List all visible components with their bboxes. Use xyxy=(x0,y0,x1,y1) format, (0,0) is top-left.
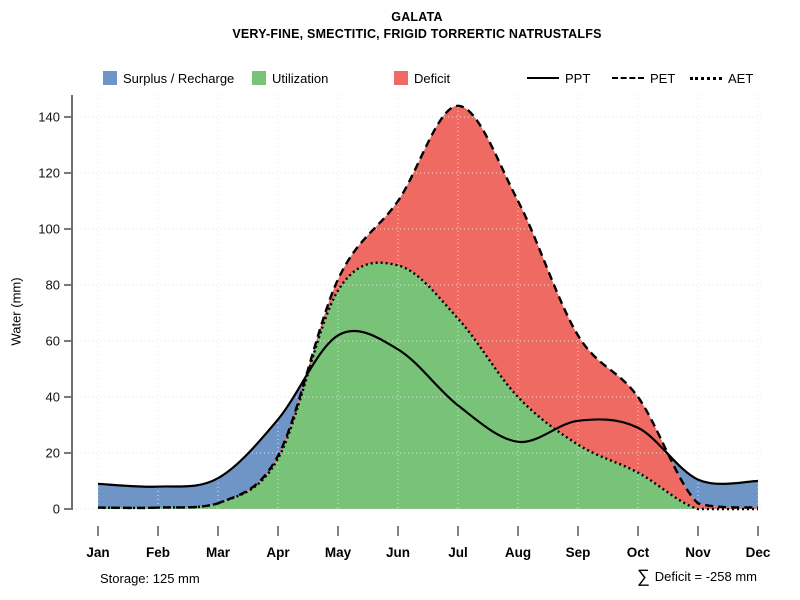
y-tick-label: 60 xyxy=(46,334,60,349)
month-label: Apr xyxy=(266,545,290,560)
y-tick-label: 140 xyxy=(38,110,60,125)
deficit-area xyxy=(98,105,758,510)
legend-aet-label: AET xyxy=(728,70,754,86)
dotted-line-icon xyxy=(690,76,722,80)
y-tick-label: 20 xyxy=(46,446,60,461)
legend-pet-label: PET xyxy=(650,70,676,86)
legend-item-pet: PET xyxy=(612,70,675,86)
month-label: Nov xyxy=(685,545,711,560)
surplus-swatch-icon xyxy=(103,71,117,85)
month-label: Oct xyxy=(627,545,650,560)
legend-item-aet: AET xyxy=(690,70,753,86)
deficit-sum-annotation: ∑ Deficit = -258 mm xyxy=(637,567,757,585)
month-label: Aug xyxy=(505,545,531,560)
month-label: Jun xyxy=(386,545,410,560)
deficit-sum-text: Deficit = -258 mm xyxy=(654,568,757,584)
legend-item-ppt: PPT xyxy=(527,70,590,86)
utilization-swatch-icon xyxy=(252,71,266,85)
legend-ppt-label: PPT xyxy=(565,70,591,86)
month-label: Jul xyxy=(448,545,468,560)
month-label: Dec xyxy=(746,545,771,560)
chart-subtitle: VERY-FINE, SMECTITIC, FRIGID TORRERTIC N… xyxy=(232,27,602,41)
utilization-area xyxy=(98,262,758,509)
y-tick-label: 120 xyxy=(38,166,60,181)
storage-annotation: Storage: 125 mm xyxy=(100,571,200,586)
solid-line-icon xyxy=(527,77,559,79)
legend-utilization-label: Utilization xyxy=(272,70,329,86)
chart-header: GALATA VERY-FINE, SMECTITIC, FRIGID TORR… xyxy=(34,10,800,41)
y-tick-label: 0 xyxy=(53,502,60,517)
legend-item-utilization: Utilization xyxy=(252,70,328,86)
legend-deficit-label: Deficit xyxy=(414,70,451,86)
month-label: Sep xyxy=(566,545,591,560)
month-label: May xyxy=(325,545,352,560)
aet-line xyxy=(97,261,758,511)
deficit-swatch-icon xyxy=(394,71,408,85)
chart-title: GALATA xyxy=(391,10,443,24)
y-tick-label: 40 xyxy=(46,390,60,405)
y-tick-label: 100 xyxy=(38,222,60,237)
legend-surplus-label: Surplus / Recharge xyxy=(123,70,235,86)
month-label: Mar xyxy=(206,545,231,560)
sigma-icon: ∑ xyxy=(636,566,650,586)
month-label: Feb xyxy=(146,545,170,560)
month-label: Jan xyxy=(86,545,109,560)
dashed-line-icon xyxy=(612,77,644,79)
y-tick-label: 80 xyxy=(46,278,60,293)
legend-item-surplus: Surplus / Recharge xyxy=(103,70,234,86)
legend-item-deficit: Deficit xyxy=(394,70,450,86)
ppt-line xyxy=(97,330,759,488)
